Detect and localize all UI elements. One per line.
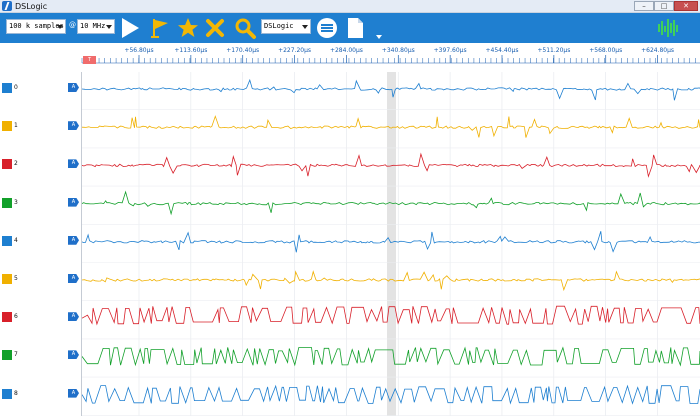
sample-count-value: 100 k samples [9, 22, 64, 30]
channel-trigger-button[interactable]: A [68, 121, 79, 131]
channel-color-swatch[interactable] [2, 159, 12, 170]
ruler-label: +568.00μs [589, 47, 623, 54]
star-icon[interactable] [176, 16, 200, 40]
toolbar: 100 k samples @ 10 MHz DSLogic [0, 13, 700, 53]
channel-waveform [82, 346, 700, 367]
ruler-label: +511.20μs [537, 47, 571, 54]
waveform-canvas[interactable] [82, 72, 700, 416]
flag-icon[interactable] [148, 16, 172, 40]
ruler-label: +340.80μs [381, 47, 415, 54]
dreamsource-logo-icon[interactable] [656, 16, 680, 40]
close-x-icon[interactable] [203, 16, 227, 40]
channel-waveform [82, 305, 700, 326]
trigger-marker[interactable]: T [83, 56, 96, 64]
channel-color-swatch[interactable] [2, 312, 12, 323]
channel-number: 8 [14, 389, 18, 397]
device-value: DSLogic [264, 22, 294, 30]
channel-number: 2 [14, 160, 18, 168]
channel-number: 5 [14, 275, 18, 282]
time-ruler[interactable]: +56.80μs +113.60μs +170.40μs +227.20μs +284.… [0, 43, 700, 72]
device-select[interactable]: DSLogic [261, 19, 311, 34]
sample-rate-select[interactable]: 10 MHz [77, 19, 115, 34]
channel-trigger-button[interactable]: A [68, 83, 79, 92]
channel-trigger-button[interactable]: A [68, 312, 79, 322]
close-window-button[interactable]: ✕ [674, 1, 698, 11]
ruler-ticks [81, 55, 700, 64]
ruler-label: +454.40μs [485, 47, 519, 54]
ruler-label: +227.20μs [278, 47, 312, 54]
channel-trigger-button[interactable]: A [68, 197, 79, 207]
maximize-button[interactable]: □ [654, 1, 674, 11]
channel-number: 6 [14, 313, 18, 321]
chevron-down-icon [57, 25, 63, 29]
search-icon[interactable] [233, 16, 257, 40]
channel-number: 4 [14, 236, 18, 244]
channel-number: 7 [14, 351, 18, 359]
channel-waveform [82, 231, 700, 253]
ruler-label: +56.80μs [124, 47, 154, 54]
cursor-band [387, 72, 396, 416]
title-bar: DSLogic – □ ✕ [0, 0, 700, 13]
channel-waveform [82, 115, 700, 138]
channel-color-swatch[interactable] [2, 121, 12, 132]
channel-color-swatch[interactable] [2, 197, 12, 208]
channel-color-swatch[interactable] [2, 388, 12, 399]
channel-waveform [82, 270, 700, 292]
sample-count-select[interactable]: 100 k samples [6, 19, 66, 34]
ruler-label: +397.60μs [433, 47, 467, 54]
channel-number: 0 [14, 84, 18, 91]
channel-trigger-button[interactable]: A [68, 235, 79, 245]
channel-number: 1 [14, 122, 18, 130]
channel-number: 3 [14, 198, 18, 206]
minimize-button[interactable]: – [634, 1, 654, 11]
ruler-label: +170.40μs [226, 47, 260, 54]
config-icon[interactable] [315, 16, 339, 40]
channel-color-swatch[interactable] [2, 350, 12, 361]
channel-trigger-button[interactable]: A [68, 274, 79, 283]
channel-color-swatch[interactable] [2, 83, 12, 93]
at-label: @ [69, 21, 76, 29]
channel-color-swatch[interactable] [2, 274, 12, 284]
channel-trigger-button[interactable]: A [68, 350, 79, 360]
app-logo-icon [2, 1, 12, 11]
ruler-label: +113.60μs [174, 47, 208, 54]
ruler-label: +284.00μs [329, 47, 363, 54]
file-menu-caret-icon[interactable] [376, 35, 382, 39]
channel-waveform [82, 190, 700, 216]
chevron-down-icon [302, 25, 308, 29]
channel-waveform [82, 78, 700, 101]
file-icon[interactable] [343, 16, 367, 40]
channel-trigger-button[interactable]: A [68, 159, 79, 169]
channel-waveform [82, 152, 700, 178]
play-icon[interactable] [118, 16, 142, 40]
channel-trigger-button[interactable]: A [68, 388, 79, 398]
chevron-down-icon [106, 25, 112, 29]
channel-waveform [82, 384, 700, 405]
channel-color-swatch[interactable] [2, 235, 12, 246]
window-title: DSLogic [15, 2, 48, 11]
sample-rate-value: 10 MHz [80, 22, 106, 30]
ruler-label: +624.80μs [641, 47, 675, 54]
